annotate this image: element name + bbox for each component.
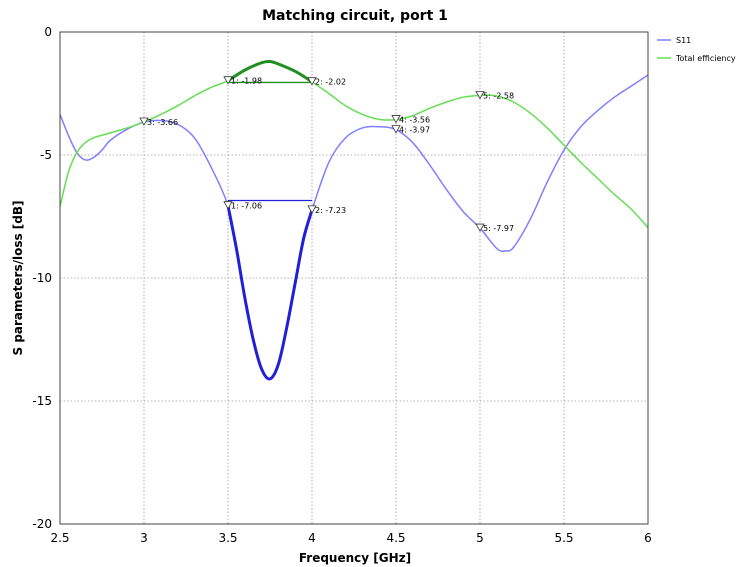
marker-triangle: [307, 77, 317, 86]
x-tick-label: 5.5: [554, 531, 573, 545]
x-tick-label: 6: [644, 531, 652, 545]
tick-labels: 2.5 3 3.5 4 4.5 5 5.5 6 0 -5 -10 -15 -20: [32, 25, 651, 545]
x-axis-label: Frequency [GHz]: [299, 551, 411, 565]
marker-triangle: [139, 117, 149, 126]
series-band-s11: [226, 205, 314, 381]
legend: S11 Total efficiency: [657, 36, 736, 63]
plot-frame: [59, 31, 649, 525]
marker-label: 4: -3.97: [399, 126, 430, 135]
marker-label: 2: -7.23: [315, 206, 346, 215]
x-tick-label: 3: [140, 531, 148, 545]
marker-label: 2: -2.02: [315, 78, 346, 87]
marker-label: 1: -1.98: [231, 77, 262, 86]
legend-label: Total efficiency: [675, 54, 736, 63]
markers: 1: -1.98 2: -2.02 3: -3.66 4: -3.564: -3.97…: [139, 76, 514, 233]
marker-triangle: [223, 76, 233, 85]
marker-triangle: [307, 205, 317, 214]
marker-triangle: [391, 115, 401, 124]
y-tick-label: -20: [32, 517, 52, 531]
legend-label: S11: [676, 36, 691, 45]
grid: [60, 32, 648, 524]
y-tick-label: 0: [44, 25, 52, 39]
x-tick-label: 4.5: [386, 531, 405, 545]
y-axis-label: S parameters/loss [dB]: [11, 200, 25, 355]
marker-label: 5: -2.58: [483, 91, 514, 100]
marker-triangle: [475, 91, 485, 100]
y-tick-label: -10: [32, 271, 52, 285]
y-tick-label: -15: [32, 394, 52, 408]
marker-label: 3: -3.66: [147, 118, 178, 127]
x-tick-label: 3.5: [218, 531, 237, 545]
marker-triangle: [223, 201, 233, 210]
x-tick-label: 2.5: [50, 531, 69, 545]
marker-label: 5: -7.97: [483, 224, 514, 233]
y-tick-label: -5: [40, 148, 52, 162]
marker-triangle: [475, 223, 485, 232]
series-line-total-efficiency: [59, 60, 649, 229]
chart-title: Matching circuit, port 1: [262, 8, 448, 24]
marker-triangle: [391, 125, 401, 134]
marker-label: 1: -7.06: [231, 202, 262, 211]
x-tick-label: 4: [308, 531, 316, 545]
plot-series: [59, 59, 649, 381]
x-tick-label: 5: [476, 531, 484, 545]
series-band-total-efficiency: [227, 59, 313, 83]
marker-label: 4: -3.56: [399, 116, 430, 125]
